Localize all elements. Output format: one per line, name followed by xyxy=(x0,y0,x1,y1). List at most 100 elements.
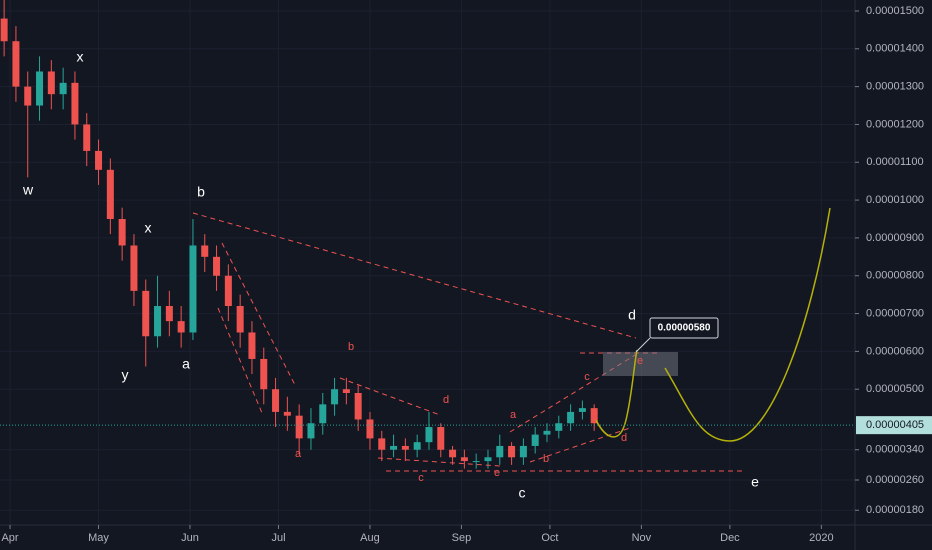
callout-box xyxy=(649,317,719,339)
candle-body xyxy=(106,169,114,220)
candle-body xyxy=(130,245,138,291)
callout-pointer xyxy=(635,337,651,353)
candle-body xyxy=(236,305,244,333)
candle-body xyxy=(496,445,504,458)
trend-line xyxy=(192,212,637,339)
x-tick-label: Nov xyxy=(632,532,652,544)
y-tick-label: 0.00000600 xyxy=(866,345,924,357)
x-tick-label: Aug xyxy=(360,532,380,544)
wave-label: e xyxy=(637,355,643,367)
wave-label: w xyxy=(22,182,34,198)
candle-body xyxy=(36,71,44,106)
candle-body xyxy=(12,41,20,87)
candle-body xyxy=(331,389,339,405)
x-tick-label: Oct xyxy=(541,532,558,544)
projection-curve xyxy=(595,207,831,442)
candle-body xyxy=(508,445,516,458)
candle-body xyxy=(366,419,374,439)
candle-body xyxy=(201,245,209,257)
wave-label: c xyxy=(519,485,526,501)
candle-body xyxy=(590,408,598,424)
candle-body xyxy=(437,427,445,450)
wave-label: b xyxy=(543,453,549,465)
last-price-box xyxy=(856,416,932,435)
wave-label: c xyxy=(584,371,590,383)
wave-label: x xyxy=(145,220,152,236)
wave-label: d xyxy=(628,307,636,323)
candle-body xyxy=(555,423,563,431)
candle-body xyxy=(59,82,67,95)
candle-body xyxy=(189,245,197,333)
candle-body xyxy=(484,457,492,462)
candle-body xyxy=(248,332,256,359)
y-tick-label: 0.00000180 xyxy=(866,504,924,516)
wave-label: y xyxy=(122,367,129,383)
drawings: 0.00000580 xyxy=(192,207,831,472)
candle-body xyxy=(0,18,8,42)
candle-body xyxy=(47,71,55,95)
wave-label: d xyxy=(621,432,627,444)
candle-body xyxy=(24,86,32,106)
candle-body xyxy=(154,305,162,337)
candle-body xyxy=(224,275,232,306)
trend-line xyxy=(377,457,501,467)
candle-body xyxy=(413,442,421,450)
candle-body xyxy=(272,389,280,412)
y-tick-label: 0.00001300 xyxy=(866,81,924,93)
wave-label: d xyxy=(443,394,449,406)
y-tick-label: 0.00001200 xyxy=(866,118,924,130)
candle-body xyxy=(83,124,91,151)
candle-body xyxy=(177,321,185,333)
y-tick-label: 0.00000700 xyxy=(866,307,924,319)
y-tick-label: 0.00000340 xyxy=(866,444,924,456)
callout-label: 0.00000580 xyxy=(658,323,711,334)
y-tick-label: 0.00000900 xyxy=(866,232,924,244)
y-tick-label: 0.00001400 xyxy=(866,43,924,55)
candle-body xyxy=(342,389,350,393)
candle-body xyxy=(307,423,315,439)
candle-body xyxy=(71,82,79,125)
y-tick-label: 0.00001100 xyxy=(866,156,923,168)
candle-body xyxy=(567,411,575,424)
candle-body xyxy=(118,219,126,246)
candle-body xyxy=(354,392,362,420)
y-tick-label: 0.00001000 xyxy=(866,194,924,206)
x-tick-label: Apr xyxy=(1,532,18,544)
candle-body xyxy=(449,449,457,458)
x-tick-label: Sep xyxy=(452,532,472,544)
candle-body xyxy=(401,445,409,450)
wave-label: a xyxy=(182,356,190,372)
candle-body xyxy=(213,256,221,276)
y-tick-label: 0.00001500 xyxy=(866,5,924,17)
x-tick-label: Jul xyxy=(271,532,285,544)
trend-line xyxy=(217,307,263,414)
wave-label: b xyxy=(348,341,354,353)
x-tick-label: Dec xyxy=(720,532,740,544)
y-tick-label: 0.00000500 xyxy=(866,383,924,395)
candle-body xyxy=(472,461,480,463)
x-tick-label: May xyxy=(88,532,109,544)
candle-body xyxy=(319,404,327,424)
candle-body xyxy=(578,408,586,412)
candle-body xyxy=(390,445,398,450)
wave-label: b xyxy=(197,184,205,200)
wave-label: a xyxy=(295,448,302,460)
candle-body xyxy=(460,457,468,462)
candle-body xyxy=(543,430,551,435)
candle-body xyxy=(425,427,433,443)
series-layer xyxy=(0,0,855,525)
candle-body xyxy=(283,411,291,416)
wave-label: e xyxy=(751,474,759,490)
last-price-label: 0.00000405 xyxy=(866,419,924,431)
wave-label: a xyxy=(510,409,517,421)
candle-body xyxy=(519,445,527,458)
candle-body xyxy=(295,415,303,439)
y-tick-label: 0.00000260 xyxy=(866,474,924,486)
candle-body xyxy=(165,305,173,322)
candle-body xyxy=(95,150,103,170)
candle-body xyxy=(378,438,386,450)
wave-label: c xyxy=(418,472,424,484)
candle-body xyxy=(142,290,150,337)
